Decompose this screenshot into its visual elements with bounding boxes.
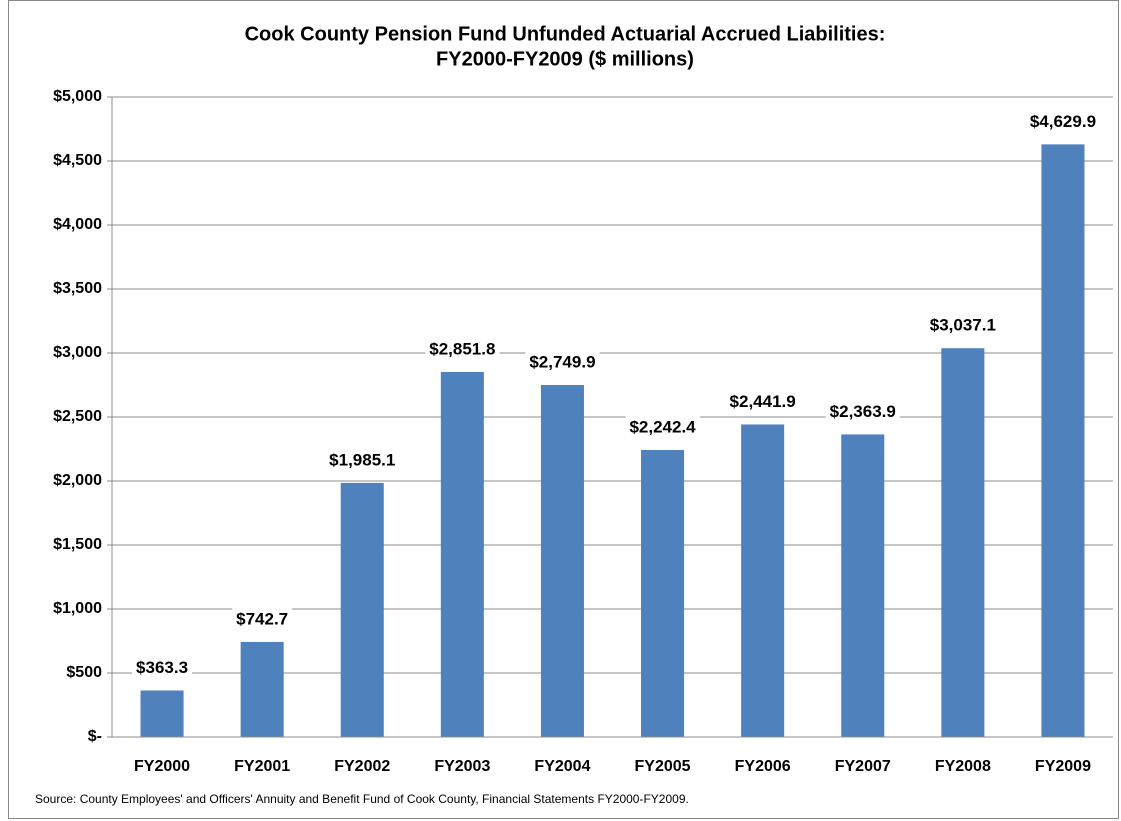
bar [741,424,785,737]
data-label: $3,037.1 [930,316,996,335]
data-label-bg [1025,109,1101,133]
source-note: Source: County Employees' and Officers' … [35,792,689,806]
data-label-bg [525,350,600,374]
x-tick-label: FY2007 [835,758,891,775]
y-tick-label: $4,000 [53,216,102,233]
bar [240,641,284,737]
x-tick-label: FY2004 [534,758,590,775]
y-tick-label: $3,500 [53,280,102,297]
data-label: $2,851.8 [429,339,495,358]
x-tick-label: FY2000 [134,758,190,775]
x-tick-label: FY2005 [635,758,691,775]
x-tick-label: FY2009 [1035,758,1091,775]
data-label: $2,363.9 [830,402,896,421]
data-label-bg [425,337,500,361]
y-tick-label: $1,500 [53,536,102,553]
data-label-bg [325,448,400,472]
data-label-bg [925,313,1000,337]
data-label-bg [725,389,800,413]
chart-title: FY2000-FY2009 ($ millions) [436,48,694,70]
data-label-bg [825,399,900,423]
data-label: $742.7 [236,609,288,628]
x-tick-label: FY2006 [735,758,791,775]
data-label: $363.3 [136,658,188,677]
y-tick-label: $4,500 [53,152,102,169]
bar [641,449,685,737]
x-tick-label: FY2001 [234,758,290,775]
y-tick-label: $2,000 [53,472,102,489]
data-label: $4,629.9 [1030,112,1096,131]
bar [140,690,184,737]
x-tick-label: FY2002 [334,758,390,775]
y-tick-label: $1,000 [53,600,102,617]
data-label-bg [232,607,293,631]
x-tick-label: FY2008 [935,758,991,775]
bar [440,371,484,737]
y-tick-label: $2,500 [53,408,102,425]
x-tick-label: FY2003 [434,758,490,775]
data-label: $2,441.9 [730,392,796,411]
data-label-bg [132,655,193,679]
chart-title: Cook County Pension Fund Unfunded Actuar… [245,23,886,45]
y-tick-label: $- [88,728,102,745]
bar [340,482,384,737]
data-label: $2,242.4 [629,417,696,436]
bar [941,348,985,737]
y-tick-label: $3,000 [53,344,102,361]
y-tick-label: $500 [66,664,102,681]
y-tick-label: $5,000 [53,88,102,105]
bar [1041,144,1085,737]
bar [841,434,885,737]
data-label-bg [625,415,701,439]
data-label: $1,985.1 [329,450,395,469]
bar [540,385,584,737]
data-label: $2,749.9 [529,352,595,371]
